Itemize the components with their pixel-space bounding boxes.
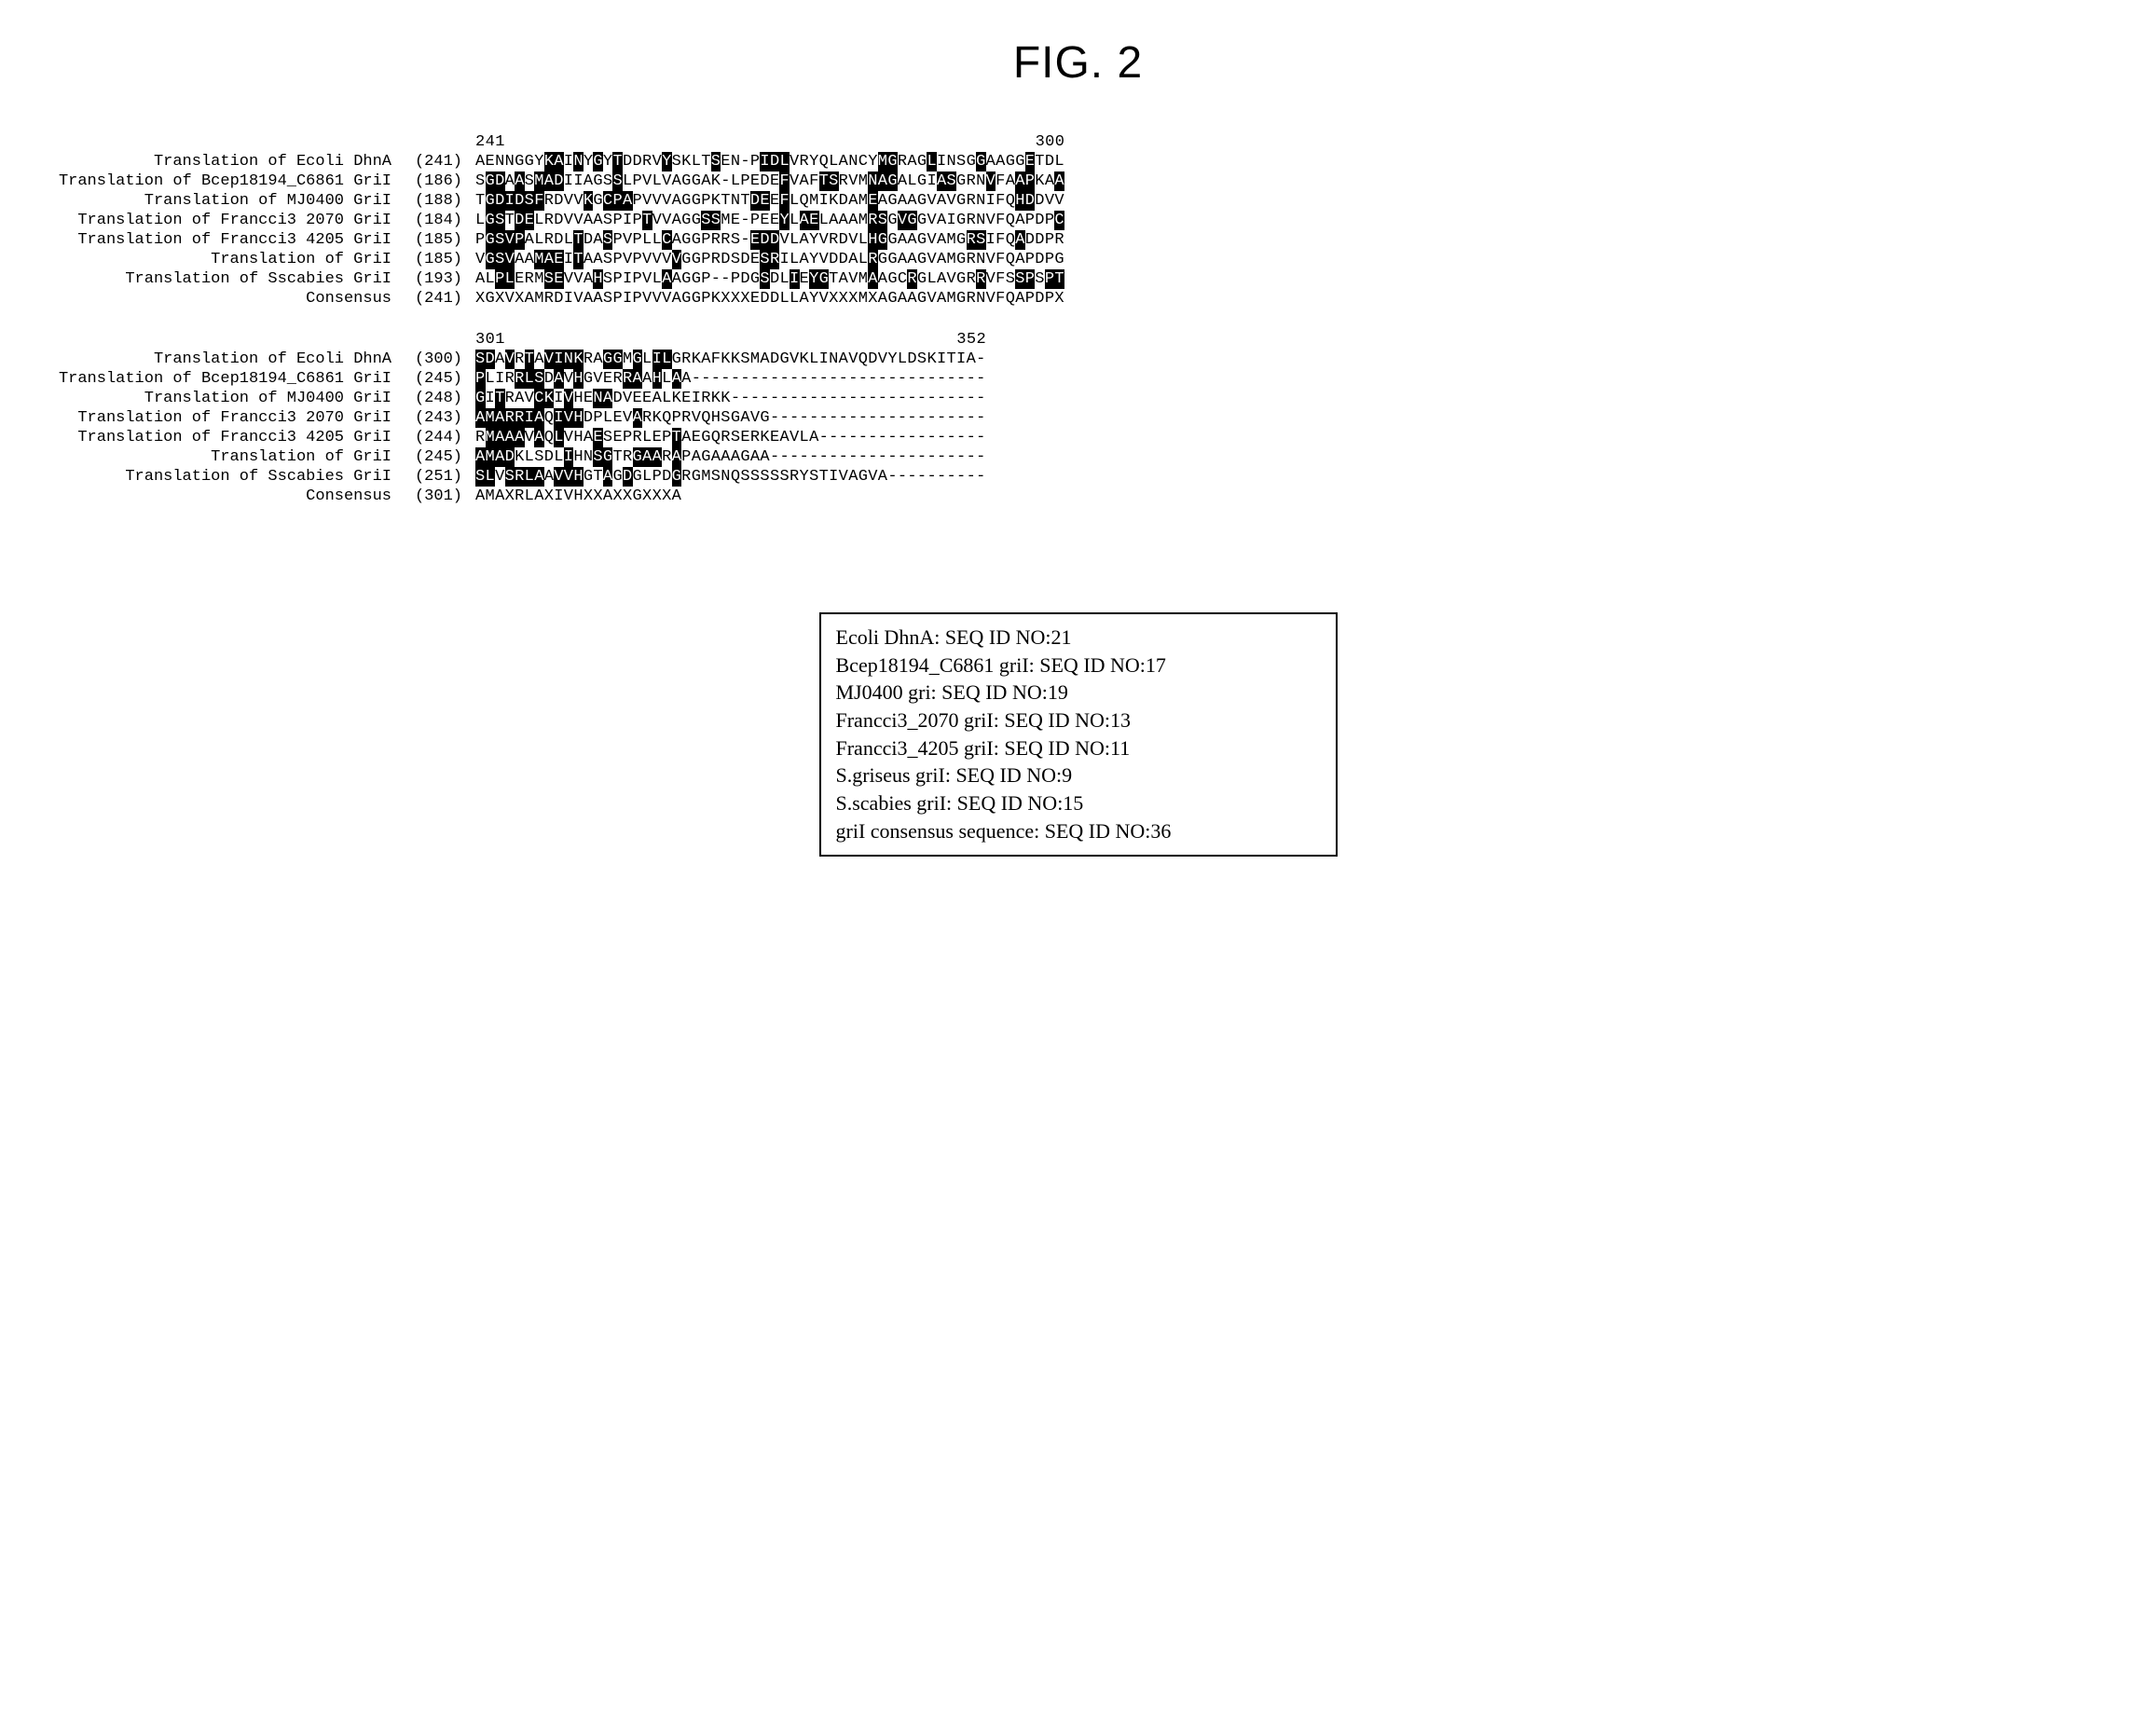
position-index: (185): [391, 230, 466, 250]
sequence-cells: PLIRRLSDAVHGVERRAAHLAA------------------…: [466, 369, 2119, 389]
alignment-row: Translation of MJ0400 GriI(248)GITRAVCKI…: [37, 389, 2119, 408]
alignment-row: Translation of Francci3 4205 GriI(244)RM…: [37, 428, 2119, 447]
position-index: (184): [391, 211, 466, 230]
alignment-block: 241300Translation of Ecoli DhnA(241)AENN…: [37, 133, 2119, 309]
alignment-row: Translation of GriI(245)AMADKLSDLIHNSGTR…: [37, 447, 2119, 467]
legend-line: Bcep18194_C6861 griI: SEQ ID NO:17: [836, 652, 1321, 679]
sequence-cells: TGDIDSFRDVVKGCPAPVVVAGGPKTNTDEEFLQMIKDAM…: [466, 191, 2119, 211]
alignment-row: Translation of Francci3 2070 GriI(184)LG…: [37, 211, 2119, 230]
alignment-row: Translation of Francci3 2070 GriI(243)AM…: [37, 408, 2119, 428]
position-index: (186): [391, 172, 466, 191]
position-index: (245): [391, 447, 466, 467]
sequence-cells: SLVSRLAAVVHGTAGDGLPDGRGMSNQSSSSSRYSTIVAG…: [466, 467, 2119, 487]
sequence-cells: AMAXRLAXIVHXXAXXGXXXA: [466, 487, 2119, 506]
legend-line: S.griseus griI: SEQ ID NO:9: [836, 762, 1321, 789]
position-index: (248): [391, 389, 466, 408]
legend-box: Ecoli DhnA: SEQ ID NO:21Bcep18194_C6861 …: [819, 612, 1338, 857]
alignment-block: 301352Translation of Ecoli DhnA(300)SDAV…: [37, 331, 2119, 506]
legend-line: griI consensus sequence: SEQ ID NO:36: [836, 817, 1321, 845]
sequence-cells: LGSTDELRDVVAASPIPTVVAGGSSME-PEEYLAELAAAM…: [466, 211, 2119, 230]
alignment-row: Translation of Ecoli DhnA(241)AENNGGYKAI…: [37, 152, 2119, 172]
alignment-row: Translation of GriI(185)VGSVAAMAEITAASPV…: [37, 250, 2119, 269]
position-index: (251): [391, 467, 466, 487]
position-index: (301): [391, 487, 466, 506]
sequence-label: Translation of Bcep18194_C6861 GriI: [37, 369, 391, 389]
sequence-alignment: 241300Translation of Ecoli DhnA(241)AENN…: [37, 133, 2119, 528]
sequence-label: Translation of Francci3 2070 GriI: [37, 408, 391, 428]
sequence-cells: AMADKLSDLIHNSGTRGAARAPAGAAAGAA----------…: [466, 447, 2119, 467]
sequence-label: Translation of GriI: [37, 447, 391, 467]
sequence-cells: RMAAAVAQLVHAESEPRLEPTAEGQRSERKEAVLA-----…: [466, 428, 2119, 447]
sequence-label: Translation of Ecoli DhnA: [37, 350, 391, 369]
figure-title: FIG. 2: [37, 37, 2119, 89]
ruler-start: 301: [475, 331, 505, 350]
position-index: (185): [391, 250, 466, 269]
legend-line: MJ0400 gri: SEQ ID NO:19: [836, 679, 1321, 707]
alignment-row: Translation of Ecoli DhnA(300)SDAVRTAVIN…: [37, 350, 2119, 369]
ruler-end: 352: [956, 331, 986, 350]
legend-line: Ecoli DhnA: SEQ ID NO:21: [836, 624, 1321, 652]
sequence-cells: XGXVXAMRDIVAASPIPVVVAGGPKXXXEDDLLAYVXXXM…: [466, 289, 2119, 309]
position-index: (300): [391, 350, 466, 369]
position-index: (193): [391, 269, 466, 289]
position-index: (243): [391, 408, 466, 428]
alignment-row: Translation of Bcep18194_C6861 GriI(186)…: [37, 172, 2119, 191]
sequence-cells: AMARRIAQIVHDPLEVARKQPRVQHSGAVG----------…: [466, 408, 2119, 428]
sequence-label: Translation of MJ0400 GriI: [37, 389, 391, 408]
ruler: 301 352: [37, 331, 2119, 350]
ruler-end: 300: [1036, 133, 1065, 152]
alignment-row: Translation of Francci3 4205 GriI(185)PG…: [37, 230, 2119, 250]
sequence-label: Translation of Francci3 2070 GriI: [37, 211, 391, 230]
sequence-label: Translation of Bcep18194_C6861 GriI: [37, 172, 391, 191]
legend-line: Francci3_4205 griI: SEQ ID NO:11: [836, 734, 1321, 762]
sequence-label: Translation of Francci3 4205 GriI: [37, 230, 391, 250]
sequence-label: Consensus: [37, 289, 391, 309]
alignment-row: Translation of Sscabies GriI(193)ALPLERM…: [37, 269, 2119, 289]
sequence-cells: VGSVAAMAEITAASPVPVVVVGGPRDSDESRILAYVDDAL…: [466, 250, 2119, 269]
position-index: (241): [391, 152, 466, 172]
position-index: (245): [391, 369, 466, 389]
sequence-label: Translation of Ecoli DhnA: [37, 152, 391, 172]
ruler-start: 241: [475, 133, 505, 152]
legend-line: S.scabies griI: SEQ ID NO:15: [836, 789, 1321, 817]
sequence-label: Translation of Sscabies GriI: [37, 467, 391, 487]
position-index: (244): [391, 428, 466, 447]
sequence-label: Translation of Francci3 4205 GriI: [37, 428, 391, 447]
sequence-cells: GITRAVCKIVHENADVEEALKEIRKK--------------…: [466, 389, 2119, 408]
sequence-cells: PGSVPALRDLTDASPVPLLCAGGPRRS-EDDVLAYVRDVL…: [466, 230, 2119, 250]
sequence-cells: SGDAASMADIIAGSSLPVLVAGGAK-LPEDEFVAFTSRVM…: [466, 172, 2119, 191]
sequence-cells: ALPLERMSEVVAHSPIPVLAAGGP--PDGSDLIEYGTAVM…: [466, 269, 2119, 289]
sequence-label: Translation of MJ0400 GriI: [37, 191, 391, 211]
ruler: 241 300: [37, 133, 2119, 152]
sequence-cells: SDAVRTAVINKRAGGMGLILGRKAFKKSMADGVKLINAVQ…: [466, 350, 2119, 369]
alignment-row: Translation of Sscabies GriI(251)SLVSRLA…: [37, 467, 2119, 487]
alignment-row: Consensus(301)AMAXRLAXIVHXXAXXGXXXA: [37, 487, 2119, 506]
sequence-cells: AENNGGYKAINYGYTDDRVYSKLTSEN-PIDLVRYQLANC…: [466, 152, 2119, 172]
sequence-label: Consensus: [37, 487, 391, 506]
position-index: (188): [391, 191, 466, 211]
alignment-row: Translation of Bcep18194_C6861 GriI(245)…: [37, 369, 2119, 389]
position-index: (241): [391, 289, 466, 309]
alignment-row: Consensus(241)XGXVXAMRDIVAASPIPVVVAGGPKX…: [37, 289, 2119, 309]
alignment-row: Translation of MJ0400 GriI(188)TGDIDSFRD…: [37, 191, 2119, 211]
sequence-label: Translation of Sscabies GriI: [37, 269, 391, 289]
sequence-label: Translation of GriI: [37, 250, 391, 269]
legend-line: Francci3_2070 griI: SEQ ID NO:13: [836, 707, 1321, 734]
